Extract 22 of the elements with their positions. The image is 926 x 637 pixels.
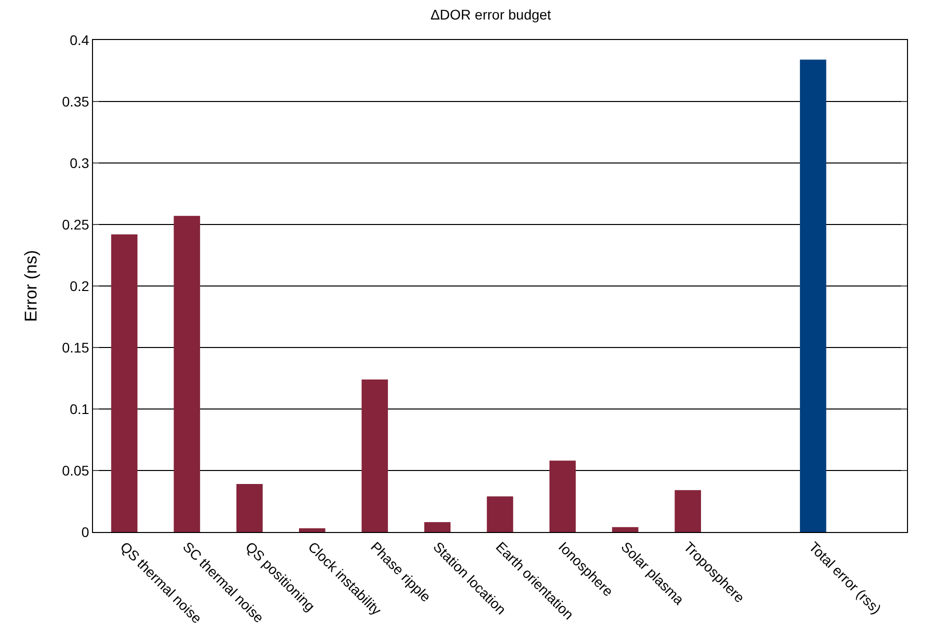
y-tick-label: 0 <box>81 524 90 540</box>
bar <box>674 490 701 532</box>
y-tick-label: 0.3 <box>70 154 90 171</box>
y-axis-title: Error (ns) <box>22 250 40 322</box>
bar <box>299 528 326 532</box>
y-tick-label: 0.35 <box>62 93 90 110</box>
y-tick-label: 0.1 <box>70 400 90 417</box>
y-tick-label: 0.4 <box>70 32 90 48</box>
bar <box>111 234 138 532</box>
bar <box>174 216 200 532</box>
y-tick-label: 0.2 <box>70 278 90 294</box>
y-tick-label: 0.15 <box>62 339 90 356</box>
bar <box>362 379 388 532</box>
chart-title: ΔDOR error budget <box>430 6 552 22</box>
bar <box>549 460 576 532</box>
bar <box>236 484 263 532</box>
bar <box>612 527 638 532</box>
y-tick-label: 0.05 <box>62 462 90 478</box>
bar <box>800 60 826 532</box>
bar <box>486 496 514 532</box>
y-tick-label: 0.25 <box>62 216 90 232</box>
bar <box>424 522 451 532</box>
